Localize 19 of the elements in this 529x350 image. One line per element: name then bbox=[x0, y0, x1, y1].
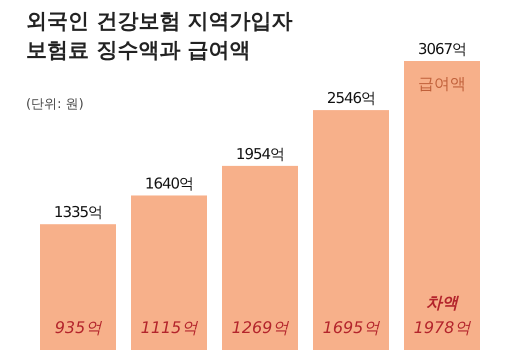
annotation: 1695억 bbox=[322, 318, 380, 337]
bar bbox=[313, 110, 389, 350]
annotation: 935억 bbox=[54, 318, 102, 337]
data-label: 3067억 bbox=[418, 40, 466, 58]
text: (단위: 원) bbox=[26, 97, 84, 112]
bar bbox=[222, 166, 298, 350]
bar bbox=[40, 224, 116, 350]
data-label: 2546억 bbox=[326, 89, 376, 108]
annotation: 1978억 bbox=[414, 318, 472, 337]
series-label: 급여액 bbox=[418, 74, 466, 93]
annotation: 차액 bbox=[426, 293, 460, 312]
data-label: 1954억 bbox=[236, 144, 284, 163]
data-label: 1640억 bbox=[144, 174, 194, 192]
data-label: 1335억 bbox=[54, 203, 102, 222]
bar bbox=[131, 195, 207, 350]
annotation: 1269억 bbox=[232, 318, 290, 337]
bar bbox=[404, 61, 480, 350]
chart-title: 외국인 건강보험 지역가입자 보험료 징수액과 급여액 bbox=[26, 9, 293, 62]
annotation: 1115억 bbox=[140, 318, 198, 337]
